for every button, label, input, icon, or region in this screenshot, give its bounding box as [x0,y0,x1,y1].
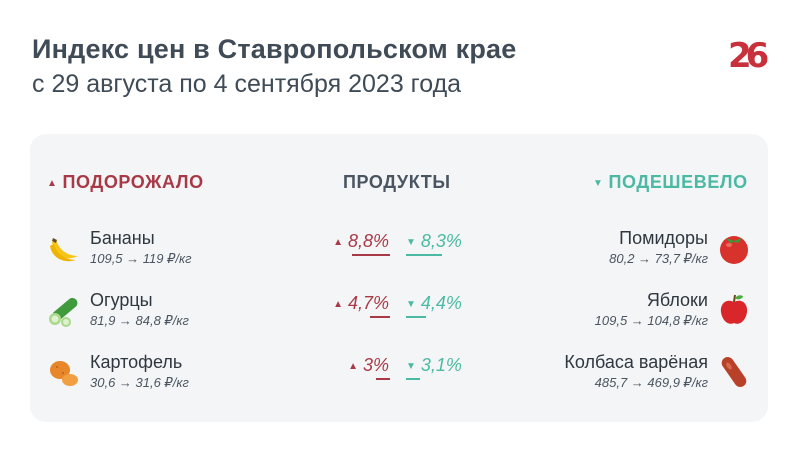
increase-underline [352,254,390,256]
product-price: 485,7 → 469,9 ₽/кг [594,375,708,390]
product-name: Бананы [90,228,155,248]
increase-percent: ▲ 8,8% [333,231,389,252]
decrease-percent: ▼ 4,4% [406,293,462,314]
decrease-percent: ▼ 8,3% [406,231,462,252]
header-increased-label: ПОДОРОЖАЛО [62,172,204,192]
apple-icon [720,294,748,324]
product-name: Огурцы [90,290,153,310]
product-name: Картофель [90,352,183,372]
product-price: 109,5 → 104,8 ₽/кг [594,313,708,328]
decrease-value: 8,3% [420,231,462,251]
triangle-up-icon: ▲ [47,178,58,189]
page-title: Индекс цен в Ставропольском крае [32,34,517,64]
increase-percent: ▲ 4,7% [333,293,389,314]
increase-value: 8,8% [347,231,389,251]
product-name: Помидоры [619,228,708,248]
decrease-value: 3,1% [420,355,462,375]
header-decreased-label: ПОДЕШЕВЕЛО [608,172,748,192]
product-price: 30,6 → 31,6 ₽/кг [90,375,189,390]
header-increased: ▲ ПОДОРОЖАЛО [47,172,204,193]
product-row: Огурцы 81,9 → 84,8 ₽/кг ▲ 4,7% ▼ 4,4% Ябло… [30,288,768,338]
product-price: 80,2 → 73,7 ₽/кг [609,251,708,266]
tomato-icon [720,236,748,264]
increase-underline [370,316,390,318]
logo-icon: 26 [728,36,772,73]
product-price: 109,5 → 119 ₽/кг [90,251,192,266]
price-card [30,134,768,422]
triangle-down-icon: ▼ [406,237,416,248]
triangle-up-icon: ▲ [333,237,343,248]
sausage-icon [721,356,747,388]
decrease-value: 4,4% [420,293,462,313]
decrease-percent: ▼ 3,1% [406,355,462,376]
triangle-up-icon: ▲ [348,361,358,372]
svg-text:26: 26 [728,36,768,73]
header-decreased: ▼ ПОДЕШЕВЕЛО [593,172,748,193]
potato-icon [50,361,78,386]
cucumber-icon [49,297,78,327]
page-subtitle: с 29 августа по 4 сентября 2023 года [32,70,462,98]
increase-percent: ▲ 3% [348,355,389,376]
banana-icon [50,238,78,262]
triangle-down-icon: ▼ [406,361,416,372]
product-row: Бананы 109,5 → 119 ₽/кг ▲ 8,8% ▼ 8,3% Поми… [30,226,768,276]
triangle-up-icon: ▲ [333,299,343,310]
product-row: Картофель 30,6 → 31,6 ₽/кг ▲ 3% ▼ 3,1% Кол… [30,350,768,400]
decrease-underline [406,378,420,380]
decrease-underline [406,254,442,256]
increase-value: 4,7% [347,293,389,313]
product-price: 81,9 → 84,8 ₽/кг [90,313,189,328]
triangle-down-icon: ▼ [593,178,604,189]
increase-value: 3% [362,355,389,375]
triangle-down-icon: ▼ [406,299,416,310]
increase-underline [376,378,390,380]
decrease-underline [406,316,426,318]
product-name: Колбаса варёная [564,352,708,372]
header-products: ПРОДУКТЫ [343,172,451,192]
product-name: Яблоки [646,290,708,310]
